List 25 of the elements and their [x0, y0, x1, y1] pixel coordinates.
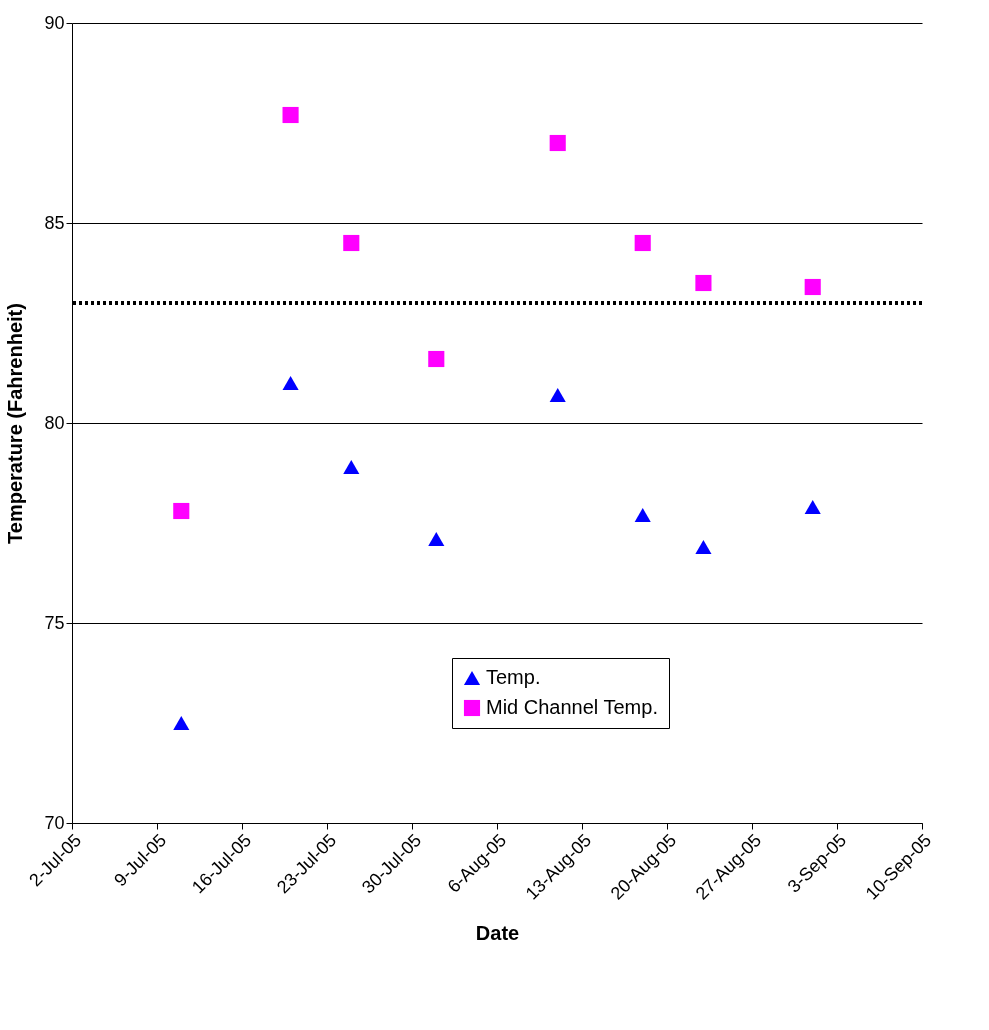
point: [634, 508, 651, 522]
y-tick-label: 80: [44, 412, 65, 433]
legend-label: Temp.: [486, 666, 541, 688]
point: [695, 540, 712, 554]
point: [549, 134, 566, 152]
point: [282, 376, 299, 390]
point: [173, 502, 190, 520]
point: [804, 278, 821, 296]
y-tick-label: 85: [44, 212, 65, 233]
point: [695, 274, 712, 292]
legend-label: Mid Channel Temp.: [486, 696, 658, 718]
y-tick-label: 75: [44, 612, 65, 633]
point: [634, 234, 651, 252]
point: [282, 106, 299, 124]
point: [428, 350, 445, 368]
y-axis-title: Temperature (Fahrenheit): [4, 303, 27, 544]
point: [804, 500, 821, 514]
point: [173, 716, 190, 730]
x-axis-title: Date: [475, 921, 520, 944]
y-tick-label: 70: [44, 812, 65, 833]
point: [428, 532, 445, 546]
point: [549, 388, 566, 402]
point: [343, 234, 360, 252]
y-tick-label: 90: [44, 12, 65, 33]
point: [343, 460, 360, 474]
